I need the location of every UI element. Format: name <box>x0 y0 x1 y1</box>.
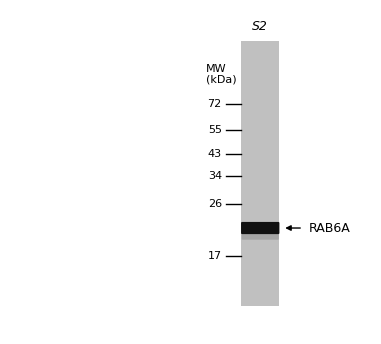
FancyBboxPatch shape <box>242 232 279 240</box>
Text: S2: S2 <box>252 20 268 33</box>
Bar <box>241 41 279 306</box>
Text: MW: MW <box>206 64 226 74</box>
Text: (kDa): (kDa) <box>206 74 236 84</box>
Text: 26: 26 <box>208 199 222 209</box>
Text: RAB6A: RAB6A <box>309 222 351 235</box>
Text: 17: 17 <box>208 251 222 261</box>
Text: 72: 72 <box>208 98 222 108</box>
Text: 43: 43 <box>208 149 222 159</box>
Text: 55: 55 <box>208 125 222 135</box>
Text: 34: 34 <box>208 171 222 181</box>
FancyBboxPatch shape <box>241 222 279 234</box>
